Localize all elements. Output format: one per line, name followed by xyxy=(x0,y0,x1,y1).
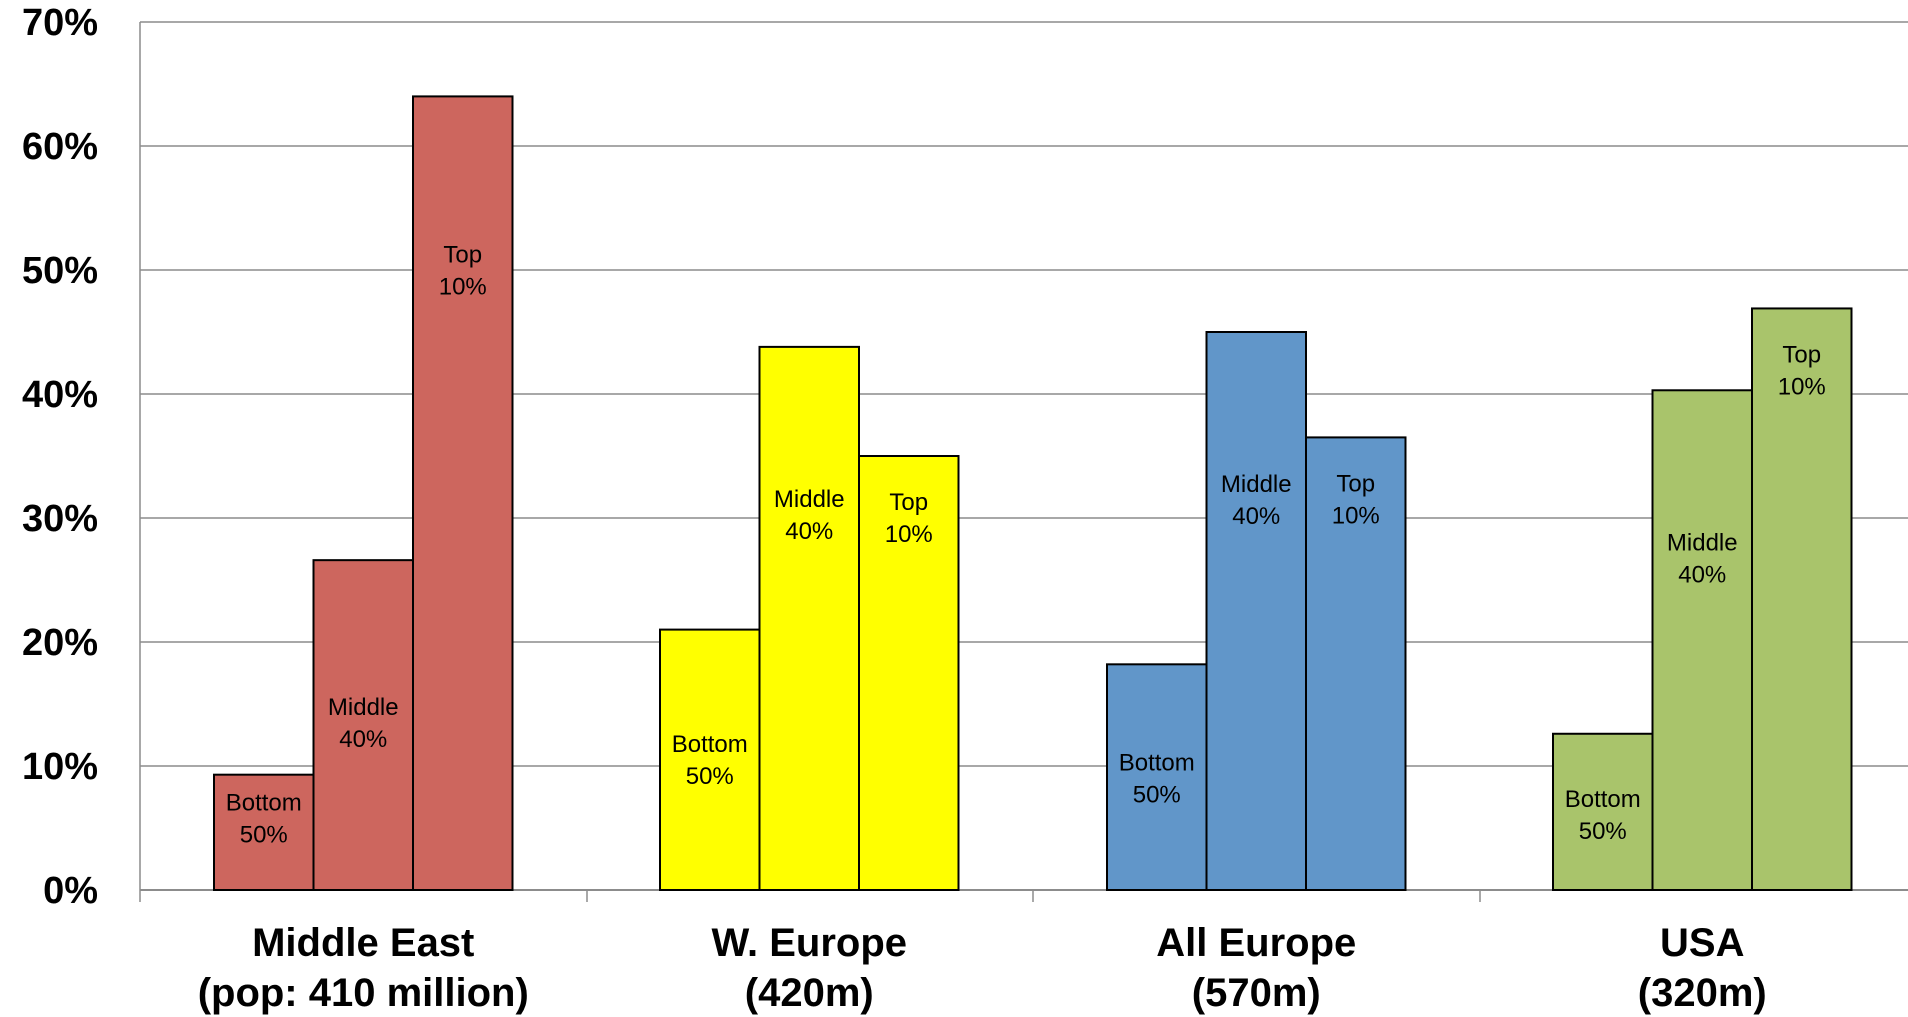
bar-top xyxy=(858,455,960,891)
category-label: (320m) xyxy=(1638,971,1767,1015)
category-label: All Europe xyxy=(1156,921,1356,965)
bar-label: 40% xyxy=(785,518,833,545)
bar-middle xyxy=(1205,331,1307,891)
bar-bottom xyxy=(1552,732,1654,892)
bar-bottom xyxy=(659,628,761,891)
bar-label: Middle xyxy=(328,694,399,721)
bar-middle xyxy=(1651,389,1753,891)
category-label: W. Europe xyxy=(711,921,907,965)
bar-top xyxy=(412,95,514,891)
category-label: (420m) xyxy=(745,971,874,1015)
bar-label: 50% xyxy=(1579,818,1627,845)
category-label: (pop: 410 million) xyxy=(198,971,529,1015)
category-label: Middle East xyxy=(252,921,474,965)
bar-label: Top xyxy=(1782,341,1821,368)
bar-label: Middle xyxy=(774,486,845,513)
bar-label: Top xyxy=(443,241,482,268)
y-tick-label: 40% xyxy=(22,374,98,416)
bar-top xyxy=(1751,307,1853,891)
bar-top xyxy=(1305,436,1407,891)
bar-label: Bottom xyxy=(226,790,302,817)
y-tick-label: 20% xyxy=(22,622,98,664)
bar-label: 50% xyxy=(240,822,288,849)
bar-label: 50% xyxy=(1133,781,1181,808)
bar-label: Bottom xyxy=(672,731,748,758)
y-tick-label: 10% xyxy=(22,746,98,788)
bar-middle xyxy=(758,345,860,891)
bar-label: 10% xyxy=(885,521,933,548)
y-tick-label: 0% xyxy=(43,870,98,912)
y-tick-label: 70% xyxy=(22,2,98,44)
bar-middle xyxy=(312,559,414,891)
y-tick-label: 50% xyxy=(22,250,98,292)
bar-label: Bottom xyxy=(1565,786,1641,813)
bar-label: Middle xyxy=(1221,471,1292,498)
bar-bottom xyxy=(1106,663,1208,891)
bar-label: Top xyxy=(889,489,928,516)
category-label: USA xyxy=(1660,921,1744,965)
bar-label: Top xyxy=(1336,470,1375,497)
bar-label: 10% xyxy=(1778,373,1826,400)
bar-label: 40% xyxy=(1232,503,1280,530)
y-tick-label: 30% xyxy=(22,498,98,540)
bar-label: 10% xyxy=(439,273,487,300)
bar-label: 50% xyxy=(686,763,734,790)
y-tick-label: 60% xyxy=(22,126,98,168)
bar-label: Middle xyxy=(1667,529,1738,556)
bar-label: Bottom xyxy=(1119,749,1195,776)
bar-label: 40% xyxy=(1678,561,1726,588)
bar-label: 10% xyxy=(1332,502,1380,529)
bar-label: 40% xyxy=(339,726,387,753)
category-label: (570m) xyxy=(1192,971,1321,1015)
